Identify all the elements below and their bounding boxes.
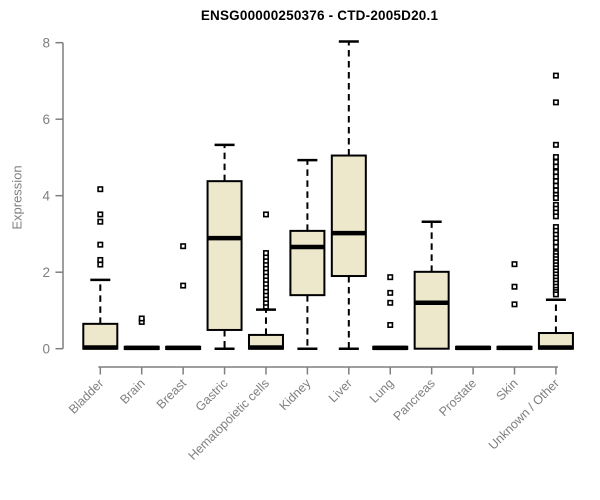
x-tick-label: Hematopoietic cells	[186, 376, 273, 463]
outlier-point-skin	[511, 261, 518, 268]
outlier-point-unknown-other	[552, 187, 559, 194]
x-tick-label: Unknown / Other	[486, 376, 562, 452]
outlier-point-breast	[180, 243, 187, 250]
outlier-point-bladder	[97, 256, 104, 263]
outlier-point-unknown-other	[552, 194, 559, 201]
box-bladder	[82, 322, 119, 350]
outlier-point-unknown-other	[552, 239, 559, 246]
x-tick-label: Liver	[326, 376, 355, 405]
outlier-point-unknown-other	[552, 72, 559, 79]
outlier-point-lung	[387, 274, 394, 281]
outlier-point-breast	[180, 282, 187, 289]
box-pancreas	[413, 270, 450, 350]
outlier-point-unknown-other	[552, 154, 559, 161]
outlier-point-unknown-other	[552, 178, 559, 185]
outlier-point-unknown-other	[552, 243, 559, 250]
outlier-point-unknown-other	[552, 168, 559, 175]
chart-title: ENSG00000250376 - CTD-2005D20.1	[200, 8, 439, 23]
x-tick-label: Breast	[154, 376, 190, 412]
outlier-point-bladder	[97, 211, 104, 218]
outlier-point-unknown-other	[552, 141, 559, 148]
outlier-point-lung	[387, 299, 394, 306]
y-tick-label: 2	[42, 265, 50, 280]
y-tick-label: 4	[42, 188, 50, 203]
x-tick-label: Kidney	[277, 376, 314, 413]
x-tick-label: Skin	[494, 376, 521, 403]
outlier-point-unknown-other	[552, 159, 559, 166]
outlier-point-unknown-other	[552, 182, 559, 189]
x-tick-label: Gastric	[193, 376, 231, 414]
outlier-point-bladder	[97, 241, 104, 248]
outlier-point-hematopoietic-cells	[262, 250, 269, 257]
outlier-point-skin	[511, 283, 518, 290]
x-tick-label: Bladder	[66, 376, 106, 416]
x-tick-label: Lung	[367, 376, 397, 406]
outlier-point-unknown-other	[552, 163, 559, 170]
outlier-point-unknown-other	[552, 291, 559, 298]
outlier-point-bladder	[97, 218, 104, 225]
y-tick-label: 6	[42, 112, 50, 127]
outlier-point-unknown-other	[552, 213, 559, 220]
x-tick-label: Brain	[117, 376, 148, 407]
outlier-point-lung	[387, 321, 394, 328]
box-liver	[330, 154, 367, 278]
outlier-point-skin	[511, 301, 518, 308]
outlier-point-bladder	[97, 261, 104, 268]
outlier-point-unknown-other	[552, 173, 559, 180]
y-tick-label: 8	[42, 35, 50, 50]
box-gastric	[206, 180, 243, 331]
outlier-point-hematopoietic-cells	[262, 211, 269, 218]
outlier-point-unknown-other	[552, 99, 559, 106]
outlier-point-bladder	[97, 186, 104, 193]
box-kidney	[289, 229, 326, 297]
outlier-point-lung	[387, 289, 394, 296]
y-tick-label: 0	[42, 341, 50, 356]
outlier-point-brain	[138, 315, 145, 322]
x-tick-label: Prostate	[436, 376, 479, 419]
x-tick-label: Pancreas	[391, 376, 438, 423]
